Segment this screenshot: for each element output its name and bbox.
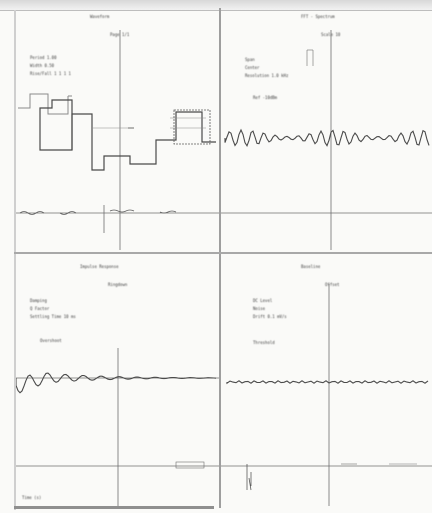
panel-title: Baseline: [301, 264, 321, 269]
vertical-splitter[interactable]: [219, 8, 221, 508]
panel-title: FFT - Spectrum: [301, 14, 335, 19]
window-left-edge: [14, 10, 16, 510]
panel-title: Impulse Response: [80, 264, 119, 269]
timeline-ruler: [16, 205, 219, 233]
waveform-plot-top-right: [221, 30, 432, 250]
title-bar: [0, 0, 432, 11]
param-line-2: Q Factor: [30, 306, 50, 311]
status-strip: [14, 506, 214, 509]
panel-subtitle: Offset: [325, 282, 340, 287]
param-line-3: Rise/Fall 1 1 1 1: [30, 71, 71, 76]
param-line-1: DC Level: [253, 298, 273, 303]
panel-bottom-right[interactable]: Baseline Offset DC Level Noise Drift 0.1…: [221, 254, 432, 506]
param-line-3: Settling Time 10 ms: [30, 314, 76, 319]
threshold-note: Threshold: [253, 340, 275, 345]
overshoot-note: Overshoot: [40, 338, 62, 343]
panel-subtitle: Ringdown: [108, 282, 128, 287]
param-line-1: Damping: [30, 298, 47, 303]
param-line-2: Width 0.50: [30, 63, 55, 68]
param-line-1: Period 1.00: [30, 55, 57, 60]
panel-bottom-left[interactable]: Impulse Response Ringdown Damping Q Fact…: [16, 254, 219, 506]
horizontal-splitter[interactable]: [14, 252, 432, 254]
panel-title: Waveform: [90, 14, 110, 19]
param-line-3: Resolution 1.0 kHz: [245, 73, 289, 78]
panel-top-right[interactable]: FFT - Spectrum Scale 10 Span Center Reso…: [221, 10, 432, 252]
waveform-plot-bottom-right: [221, 284, 432, 506]
waveform-plot-bottom-left: [16, 348, 219, 506]
param-line-2: Center: [245, 65, 260, 70]
reference-note: Ref -10dBm: [253, 95, 278, 100]
param-line-3: Drift 0.1 mV/s: [253, 314, 287, 319]
time-axis-caption: Time (s): [22, 495, 42, 500]
param-line-2: Noise: [253, 306, 266, 311]
param-line-1: Span: [245, 57, 255, 62]
